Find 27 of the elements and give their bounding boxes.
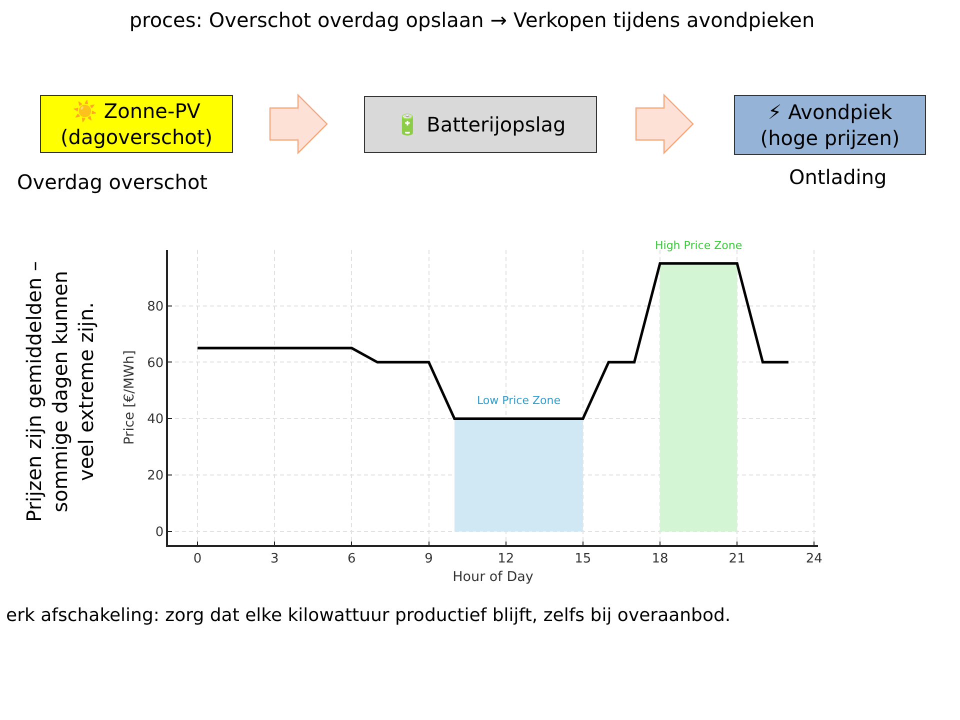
x-tick-label: 21 xyxy=(728,551,746,566)
text: Prijzen zijn gemiddelden – sommige dagen kunnen veel extreme zijn. xyxy=(22,261,98,522)
y-tick-label: 0 xyxy=(155,525,164,540)
x-tick-label: 24 xyxy=(806,551,822,566)
y-tick-label: 60 xyxy=(147,356,164,371)
x-tick-label: 9 xyxy=(424,551,433,566)
series-label: Low Price Zone xyxy=(477,394,561,407)
text: erk afschakeling: zorg dat elke kilowattuur productief blijft, zelfs bij overaanbod. xyxy=(6,605,731,626)
text: ⚡ Avondpiek (hoge prijzen) xyxy=(760,100,900,150)
x-tick-label: 6 xyxy=(348,551,356,566)
x-axis-title: Hour of Day xyxy=(452,568,534,585)
line-series xyxy=(196,262,790,420)
y-tick-label: 20 xyxy=(147,468,164,484)
text: ☀ Zonne-PV (dagoverschot) xyxy=(60,99,213,149)
x-tick-label: 15 xyxy=(574,551,592,566)
x-tick-label: 12 xyxy=(498,551,514,566)
x-tick-label: 3 xyxy=(270,551,279,566)
chart-title: proces: Overschot overdag opslaan → Verkopen tijdens avondpieken xyxy=(129,8,815,32)
x-tick-label: 0 xyxy=(193,551,202,566)
series-label: High Price Zone xyxy=(655,239,742,252)
y-tick-label: 40 xyxy=(147,412,164,428)
text: Overdag overschot xyxy=(17,170,208,194)
y-tick-label: 80 xyxy=(147,299,164,314)
text: Ontlading xyxy=(789,165,887,189)
text: 🔋 Batterijopslag xyxy=(395,112,566,136)
x-tick-label: 18 xyxy=(652,551,668,566)
y-axis-title: Price [€/MWh] xyxy=(121,350,138,445)
